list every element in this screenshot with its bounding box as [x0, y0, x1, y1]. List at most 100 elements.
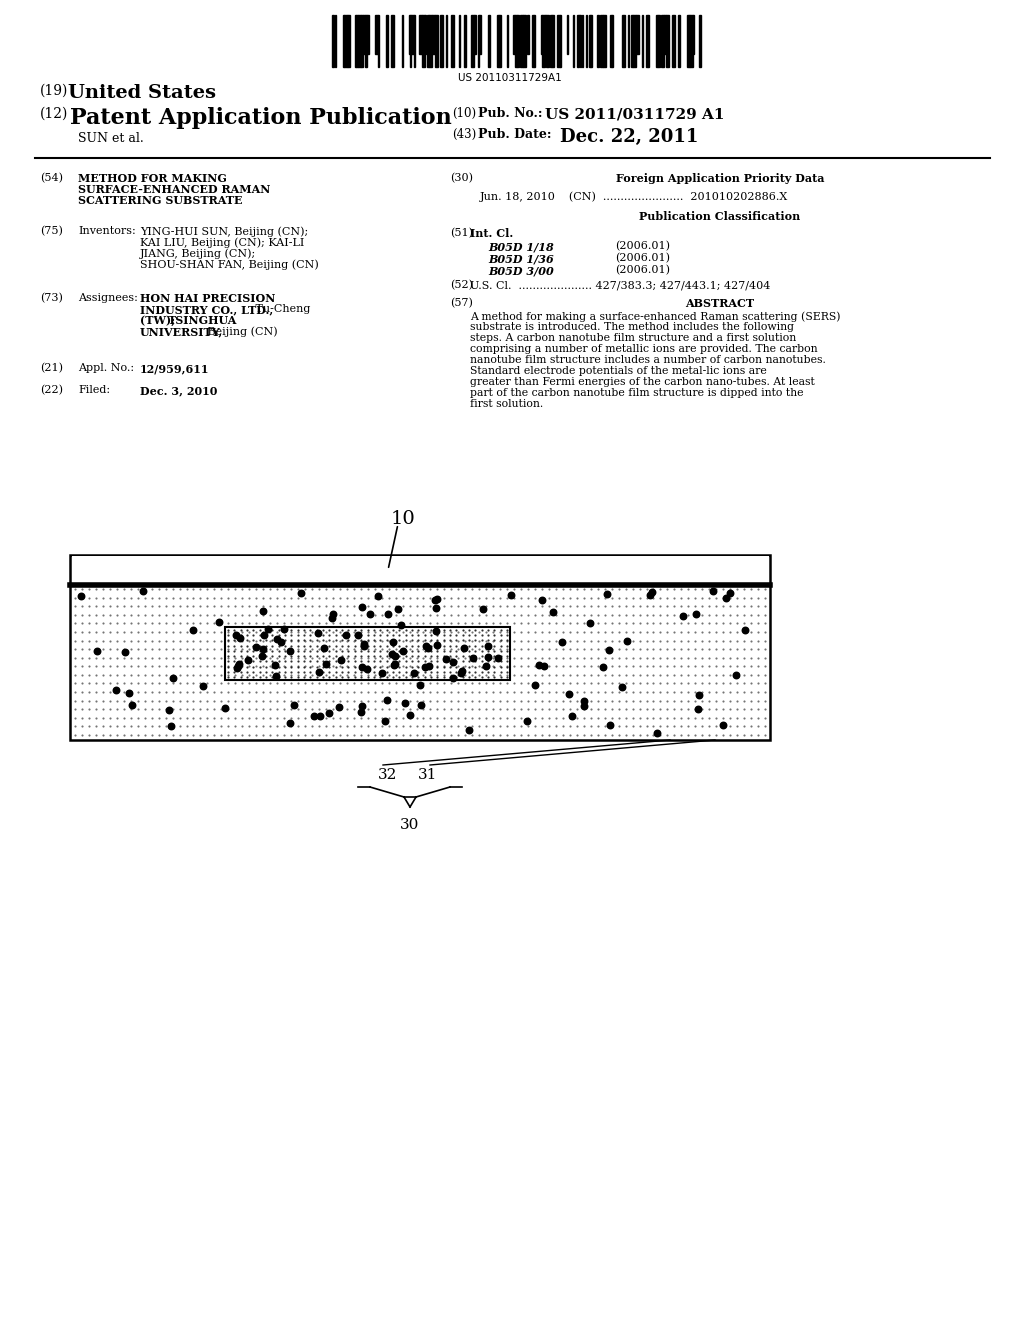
Point [352, 701, 369, 722]
Point [690, 684, 707, 705]
Bar [432, 15, 435, 54]
Text: SUN et al.: SUN et al. [78, 132, 143, 145]
Point [722, 582, 738, 603]
Bar [464, 15, 466, 67]
Point [564, 705, 581, 726]
Bar [419, 15, 422, 54]
Bar [557, 15, 560, 67]
Bar [699, 15, 701, 67]
Point [526, 675, 543, 696]
Bar [664, 15, 666, 54]
Point [269, 628, 286, 649]
Bar [332, 15, 334, 67]
Point [293, 583, 309, 605]
Text: Dec. 22, 2011: Dec. 22, 2011 [560, 128, 698, 147]
Point [728, 664, 744, 685]
Point [267, 665, 284, 686]
Point [315, 638, 332, 659]
Point [255, 639, 271, 660]
Point [688, 603, 705, 624]
Point [453, 663, 469, 684]
Point [418, 636, 434, 657]
Bar [497, 15, 499, 67]
Bar [520, 15, 523, 67]
Point [737, 619, 754, 640]
Point [211, 611, 227, 632]
Point [228, 624, 245, 645]
Bar [532, 15, 534, 67]
Point [427, 590, 443, 611]
Bar [422, 15, 425, 67]
Text: substrate is introduced. The method includes the following: substrate is introduced. The method incl… [470, 322, 794, 333]
Point [165, 667, 181, 688]
Point [427, 620, 443, 642]
Bar [479, 15, 481, 54]
Point [421, 656, 437, 677]
Text: US 2011/0311729 A1: US 2011/0311729 A1 [545, 107, 725, 121]
Text: U.S. Cl.  ..................... 427/383.3; 427/443.1; 427/404: U.S. Cl. ..................... 427/383.3… [470, 280, 770, 290]
Bar [358, 15, 361, 67]
Point [387, 653, 403, 675]
Point [545, 601, 561, 622]
Point [396, 692, 413, 713]
Bar [440, 15, 443, 67]
Bar [471, 15, 474, 67]
Bar [348, 15, 350, 67]
Bar [499, 15, 501, 67]
Point [577, 690, 593, 711]
Point [163, 715, 179, 737]
Bar [633, 15, 636, 67]
Point [384, 643, 400, 664]
Text: Dec. 3, 2010: Dec. 3, 2010 [140, 385, 217, 396]
Point [393, 614, 410, 635]
Text: Filed:: Filed: [78, 385, 111, 395]
Point [121, 682, 137, 704]
Point [354, 656, 371, 677]
Point [355, 635, 372, 656]
Point [240, 649, 256, 671]
Point [305, 705, 322, 726]
Point [108, 680, 124, 701]
Point [444, 652, 461, 673]
Point [184, 619, 201, 640]
Point [276, 619, 293, 640]
Text: SURFACE-ENHANCED RAMAN: SURFACE-ENHANCED RAMAN [78, 183, 270, 195]
Point [387, 645, 403, 667]
Point [385, 631, 401, 652]
Point [282, 713, 298, 734]
Point [718, 587, 734, 609]
Bar [597, 15, 599, 67]
Point [354, 597, 371, 618]
Text: Pub. Date:: Pub. Date: [478, 128, 552, 141]
Bar [687, 15, 689, 67]
Point [380, 603, 396, 624]
Bar [515, 15, 517, 67]
Point [312, 706, 329, 727]
Text: YING-HUI SUN, Beijing (CN);: YING-HUI SUN, Beijing (CN); [140, 226, 308, 236]
Bar [225, 627, 510, 680]
Bar [451, 15, 454, 67]
Point [618, 631, 635, 652]
Bar [386, 15, 388, 67]
Point [420, 638, 436, 659]
Point [582, 612, 598, 634]
Point [256, 624, 272, 645]
Point [370, 585, 386, 606]
Point [519, 710, 536, 731]
Text: part of the carbon nanotube film structure is dipped into the: part of the carbon nanotube film structu… [470, 388, 804, 399]
Point [429, 635, 445, 656]
Point [649, 722, 666, 743]
Text: (2006.01): (2006.01) [615, 253, 670, 263]
Bar [666, 15, 669, 67]
Point [690, 698, 707, 719]
Point [354, 696, 371, 717]
Point [480, 645, 497, 667]
Point [602, 714, 618, 735]
Text: Assignees:: Assignees: [78, 293, 138, 304]
Point [428, 598, 444, 619]
Text: UNIVERSITY,: UNIVERSITY, [140, 326, 223, 337]
Point [706, 581, 722, 602]
Point [395, 640, 412, 661]
Text: HON HAI PRECISION: HON HAI PRECISION [140, 293, 275, 304]
Point [412, 675, 428, 696]
